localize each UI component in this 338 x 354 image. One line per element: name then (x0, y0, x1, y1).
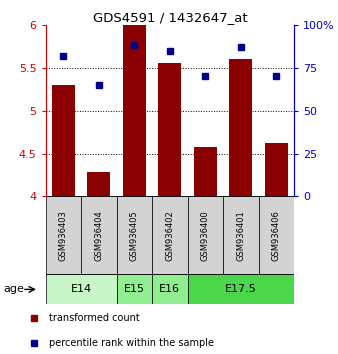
Text: age: age (3, 284, 24, 295)
Bar (152, 274, 188, 304)
Bar (46, 274, 117, 304)
Bar (188, 196, 223, 274)
Text: percentile rank within the sample: percentile rank within the sample (49, 338, 214, 348)
Bar (87, 172, 111, 196)
Text: transformed count: transformed count (49, 313, 140, 323)
Bar (265, 143, 288, 196)
Title: GDS4591 / 1432647_at: GDS4591 / 1432647_at (93, 11, 247, 24)
Text: E15: E15 (124, 284, 145, 295)
Bar (152, 196, 188, 274)
Bar (117, 274, 152, 304)
Bar (158, 63, 182, 196)
Text: E17.5: E17.5 (225, 284, 257, 295)
Text: GSM936402: GSM936402 (165, 210, 174, 261)
Bar (46, 196, 81, 274)
Bar (123, 25, 146, 196)
Bar (223, 196, 259, 274)
Text: GSM936406: GSM936406 (272, 210, 281, 261)
Bar (81, 196, 117, 274)
Text: E14: E14 (71, 284, 92, 295)
Text: GSM936405: GSM936405 (130, 210, 139, 261)
Text: GSM936404: GSM936404 (94, 210, 103, 261)
Bar (188, 274, 294, 304)
Bar (52, 85, 75, 196)
Text: GSM936401: GSM936401 (236, 210, 245, 261)
Text: E16: E16 (159, 284, 180, 295)
Bar (194, 147, 217, 196)
Bar (117, 196, 152, 274)
Bar (259, 196, 294, 274)
Text: GSM936400: GSM936400 (201, 210, 210, 261)
Bar (229, 59, 252, 196)
Text: GSM936403: GSM936403 (59, 210, 68, 261)
